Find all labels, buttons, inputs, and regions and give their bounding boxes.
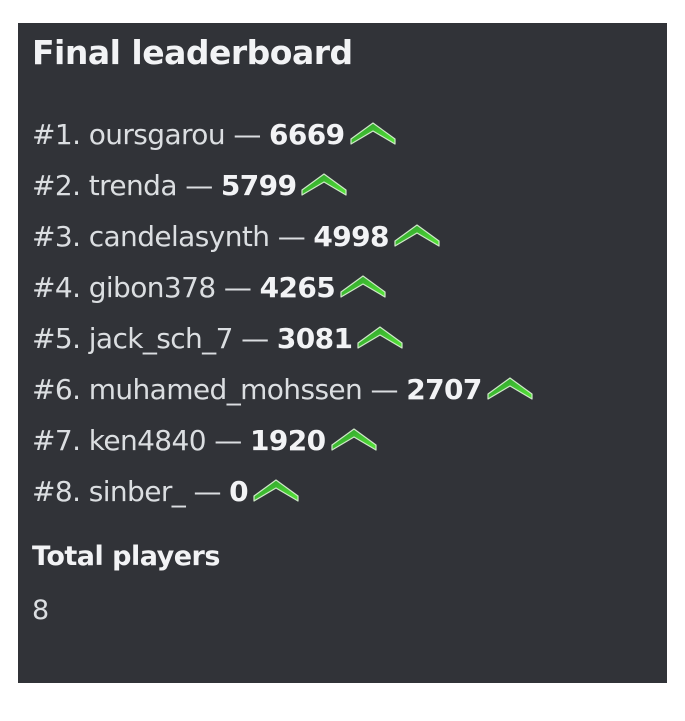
separator: — [193, 475, 221, 508]
separator: — [370, 373, 399, 406]
separator: — [185, 169, 213, 202]
green-chevron-up-icon [486, 369, 534, 413]
score: 6669 [269, 118, 345, 151]
player-name: ken4840 [88, 424, 207, 457]
leaderboard-row: #4. gibon378 — 4265 [32, 266, 534, 317]
leaderboard-row: #3. candelasynth — 4998 [32, 215, 534, 266]
green-chevron-up-icon [393, 216, 441, 260]
rank: #1. [32, 118, 81, 151]
green-chevron-up-icon [330, 420, 378, 464]
leaderboard-list: #1. oursgarou — 6669 #2. trenda — 5799 #3.… [32, 113, 534, 521]
player-name: gibon378 [88, 271, 216, 304]
green-chevron-up-icon [252, 471, 300, 515]
leaderboard-row: #1. oursgarou — 6669 [32, 113, 534, 164]
leaderboard-embed: Final leaderboard #1. oursgarou — 6669 #2… [18, 23, 667, 683]
rank: #8. [32, 475, 81, 508]
leaderboard-row: #6. muhamed_mohssen — 2707 [32, 368, 534, 419]
player-name: muhamed_mohssen [88, 373, 363, 406]
score: 4998 [313, 220, 389, 253]
separator: — [233, 118, 261, 151]
leaderboard-row: #8. sinber_ — 0 [32, 470, 534, 521]
total-players-label: Total players [32, 541, 220, 572]
green-chevron-up-icon [339, 267, 387, 311]
player-name: trenda [88, 169, 178, 202]
total-players-value: 8 [32, 595, 50, 626]
score: 4265 [259, 271, 336, 304]
rank: #2. [32, 169, 81, 202]
separator: — [214, 424, 242, 457]
player-name: candelasynth [88, 220, 270, 253]
leaderboard-row: #7. ken4840 — 1920 [32, 419, 534, 470]
rank: #5. [32, 322, 81, 355]
separator: — [277, 220, 306, 253]
green-chevron-up-icon [300, 165, 348, 209]
rank: #7. [32, 424, 81, 457]
score: 1920 [249, 424, 326, 457]
rank: #4. [32, 271, 81, 304]
leaderboard-row: #5. jack_sch_7 — 3081 [32, 317, 534, 368]
player-name: jack_sch_7 [88, 322, 234, 355]
score: 2707 [406, 373, 482, 406]
separator: — [223, 271, 252, 304]
leaderboard-row: #2. trenda — 5799 [32, 164, 534, 215]
score: 5799 [220, 169, 297, 202]
embed-title: Final leaderboard [32, 33, 353, 72]
rank: #3. [32, 220, 81, 253]
score: 0 [229, 475, 249, 508]
green-chevron-up-icon [356, 318, 404, 362]
player-name: sinber_ [88, 475, 186, 508]
score: 3081 [276, 322, 353, 355]
rank: #6. [32, 373, 81, 406]
separator: — [241, 322, 269, 355]
player-name: oursgarou [88, 118, 226, 151]
green-chevron-up-icon [349, 114, 397, 158]
